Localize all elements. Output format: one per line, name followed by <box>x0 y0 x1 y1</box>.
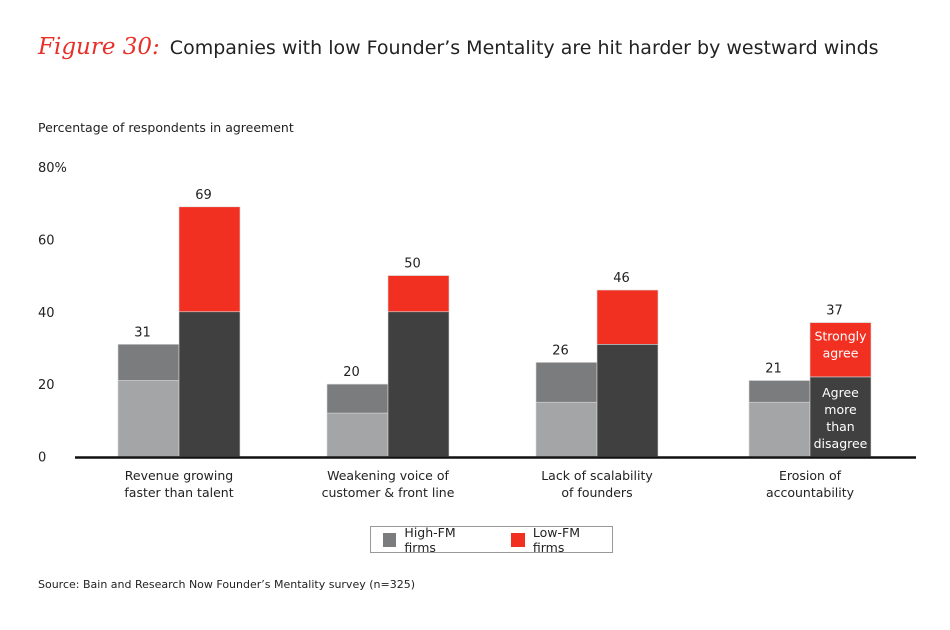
legend-swatch-low-fm <box>511 532 525 547</box>
annotation-agree: more <box>824 402 857 417</box>
bar-strongly-agree <box>326 383 389 414</box>
annotation-strongly-agree: agree <box>823 346 859 361</box>
data-label: 50 <box>404 257 421 272</box>
y-tick-label: 60 <box>38 233 55 248</box>
bar-agree <box>809 376 872 457</box>
chart-title: Figure 30: Companies with low Founder’s M… <box>38 34 879 60</box>
bar-strongly-agree <box>117 344 180 381</box>
x-category-label: faster than talent <box>124 485 233 500</box>
bar-strongly-agree <box>387 275 450 313</box>
data-label: 21 <box>765 362 782 377</box>
source-note: Source: Bain and Research Now Founder’s … <box>38 578 415 591</box>
annotation-agree: disagree <box>814 436 868 451</box>
annotation-agree: than <box>826 419 854 434</box>
y-tick-label: 20 <box>38 378 55 393</box>
x-category-label: Revenue growing <box>125 468 233 483</box>
bar-agree <box>535 401 598 457</box>
figure-label: Figure 30: <box>38 34 160 60</box>
bar-strongly-agree <box>178 206 241 313</box>
x-category-label: Lack of scalability <box>541 468 653 483</box>
bar-strongly-agree <box>535 362 598 403</box>
legend-label-low-fm: Low-FM firms <box>532 524 580 555</box>
x-category-label: of founders <box>561 485 632 500</box>
bar-agree <box>748 401 811 457</box>
bar-strongly-agree <box>809 322 872 378</box>
title-text: Companies with low Founder’s Mentality a… <box>169 37 879 59</box>
bar-agree <box>387 311 450 457</box>
data-label: 69 <box>195 188 212 203</box>
bar-agree <box>596 344 659 457</box>
bar-agree <box>326 412 389 457</box>
x-category-label: Weakening voice of <box>327 468 449 483</box>
bar-agree <box>178 311 241 457</box>
y-tick-label: 40 <box>38 306 55 321</box>
bar-strongly-agree <box>596 289 659 345</box>
y-axis-label: Percentage of respondents in agreement <box>38 120 294 135</box>
data-label: 46 <box>613 271 630 286</box>
bar-agree <box>117 380 180 457</box>
annotation-agree: Agree <box>822 385 859 400</box>
bar-strongly-agree <box>748 380 811 403</box>
x-category-label: Erosion of <box>779 468 842 483</box>
legend-label-high-fm: High-FM firms <box>404 524 456 555</box>
legend-swatch-high-fm <box>383 532 397 547</box>
data-label: 37 <box>826 304 843 319</box>
y-tick-label: 0 <box>38 451 46 466</box>
data-label: 26 <box>552 343 569 358</box>
legend: High-FM firms Low-FM firms <box>370 524 613 555</box>
x-category-label: accountability <box>766 485 855 500</box>
data-label: 20 <box>343 365 360 380</box>
x-category-label: customer & front line <box>322 485 455 500</box>
annotation-strongly-agree: Strongly <box>814 329 867 344</box>
data-label: 31 <box>134 325 151 340</box>
y-tick-label: 80% <box>38 161 67 176</box>
